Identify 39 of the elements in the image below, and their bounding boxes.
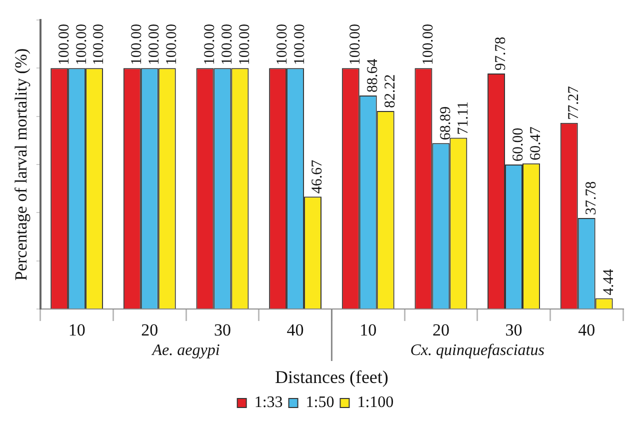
- data-label: 68.89: [438, 106, 454, 140]
- data-label: 100.00: [146, 24, 163, 66]
- legend-label: 1:50: [306, 394, 334, 412]
- data-label: 100.00: [202, 24, 218, 66]
- data-label: 100.00: [236, 24, 253, 66]
- data-label: 100.00: [219, 24, 236, 66]
- legend-label: 1:33: [254, 394, 283, 412]
- legend-label: 1:100: [357, 394, 394, 412]
- data-label: 97.78: [493, 36, 510, 71]
- x-tick-label: 40: [286, 320, 304, 340]
- data-label: 100.00: [292, 24, 308, 66]
- data-label: 100.00: [91, 24, 108, 66]
- data-label: 37.78: [584, 181, 600, 216]
- data-label: 88.64: [365, 58, 382, 93]
- text: Cx. quinquefasciatus: [410, 342, 544, 360]
- data-label: 60.47: [528, 126, 544, 160]
- y-axis-title: Percentage of larval mortality (%): [12, 48, 31, 281]
- data-label: 100.00: [164, 24, 180, 66]
- data-label: 4.44: [601, 268, 618, 296]
- x-tick-label: 10: [360, 320, 377, 340]
- text: Ae. aegypi: [151, 342, 220, 360]
- data-label: 100.00: [420, 24, 436, 66]
- x-tick-label: 30: [214, 320, 231, 340]
- data-label: 100.00: [74, 24, 90, 66]
- data-label: 82.22: [382, 74, 399, 108]
- x-axis-title: Distances (feet): [274, 366, 388, 387]
- data-label: 77.27: [566, 86, 582, 120]
- data-label: 100.00: [274, 24, 291, 66]
- x-tick-label: 10: [68, 320, 86, 340]
- x-tick-label: 40: [578, 320, 596, 340]
- x-tick-label: 20: [141, 320, 158, 340]
- data-label: 46.67: [310, 159, 326, 194]
- data-label: 60.00: [510, 128, 527, 162]
- data-label: 100.00: [129, 24, 146, 66]
- data-label: 71.11: [455, 102, 472, 135]
- data-label: 100.00: [56, 24, 72, 66]
- x-tick-label: 30: [505, 320, 522, 340]
- data-label: 100.00: [348, 24, 364, 66]
- x-tick-label: 20: [432, 320, 450, 340]
